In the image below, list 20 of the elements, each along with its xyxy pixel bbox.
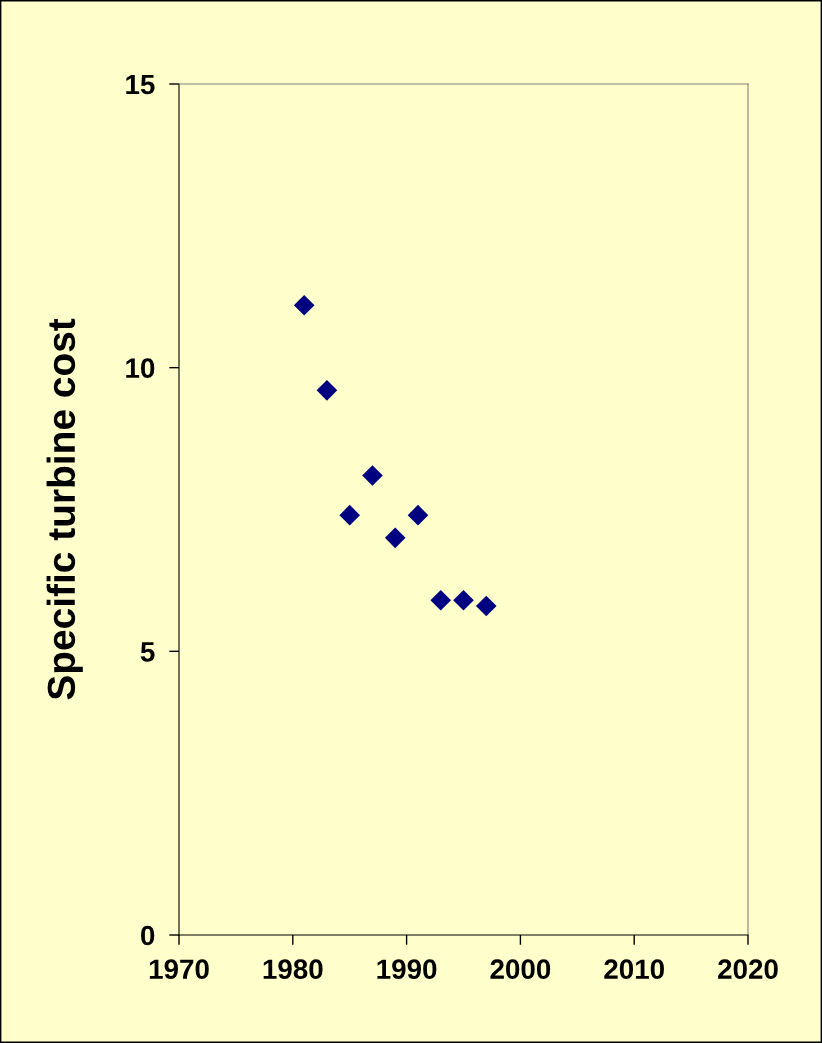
y-axis-title: Specific turbine cost <box>46 318 83 700</box>
x-tick-label: 2020 <box>718 959 778 980</box>
x-tick-label: 1990 <box>377 959 437 980</box>
point <box>407 504 429 526</box>
point <box>293 294 315 316</box>
x-tick-label: 1980 <box>263 959 323 980</box>
point <box>475 595 497 617</box>
y-tick-label: 0 <box>141 925 155 946</box>
y-tick-label: 15 <box>126 74 155 95</box>
y-tick-label: 10 <box>126 358 155 379</box>
point <box>316 380 338 401</box>
y-tick-label: 5 <box>140 642 155 662</box>
point <box>339 504 360 526</box>
x-tick-label: 2000 <box>490 959 551 980</box>
point <box>430 589 452 611</box>
point <box>384 527 406 549</box>
point <box>362 465 383 486</box>
point <box>453 589 474 611</box>
x-tick-label: 1970 <box>149 959 209 980</box>
x-tick-label: 2010 <box>604 959 664 980</box>
